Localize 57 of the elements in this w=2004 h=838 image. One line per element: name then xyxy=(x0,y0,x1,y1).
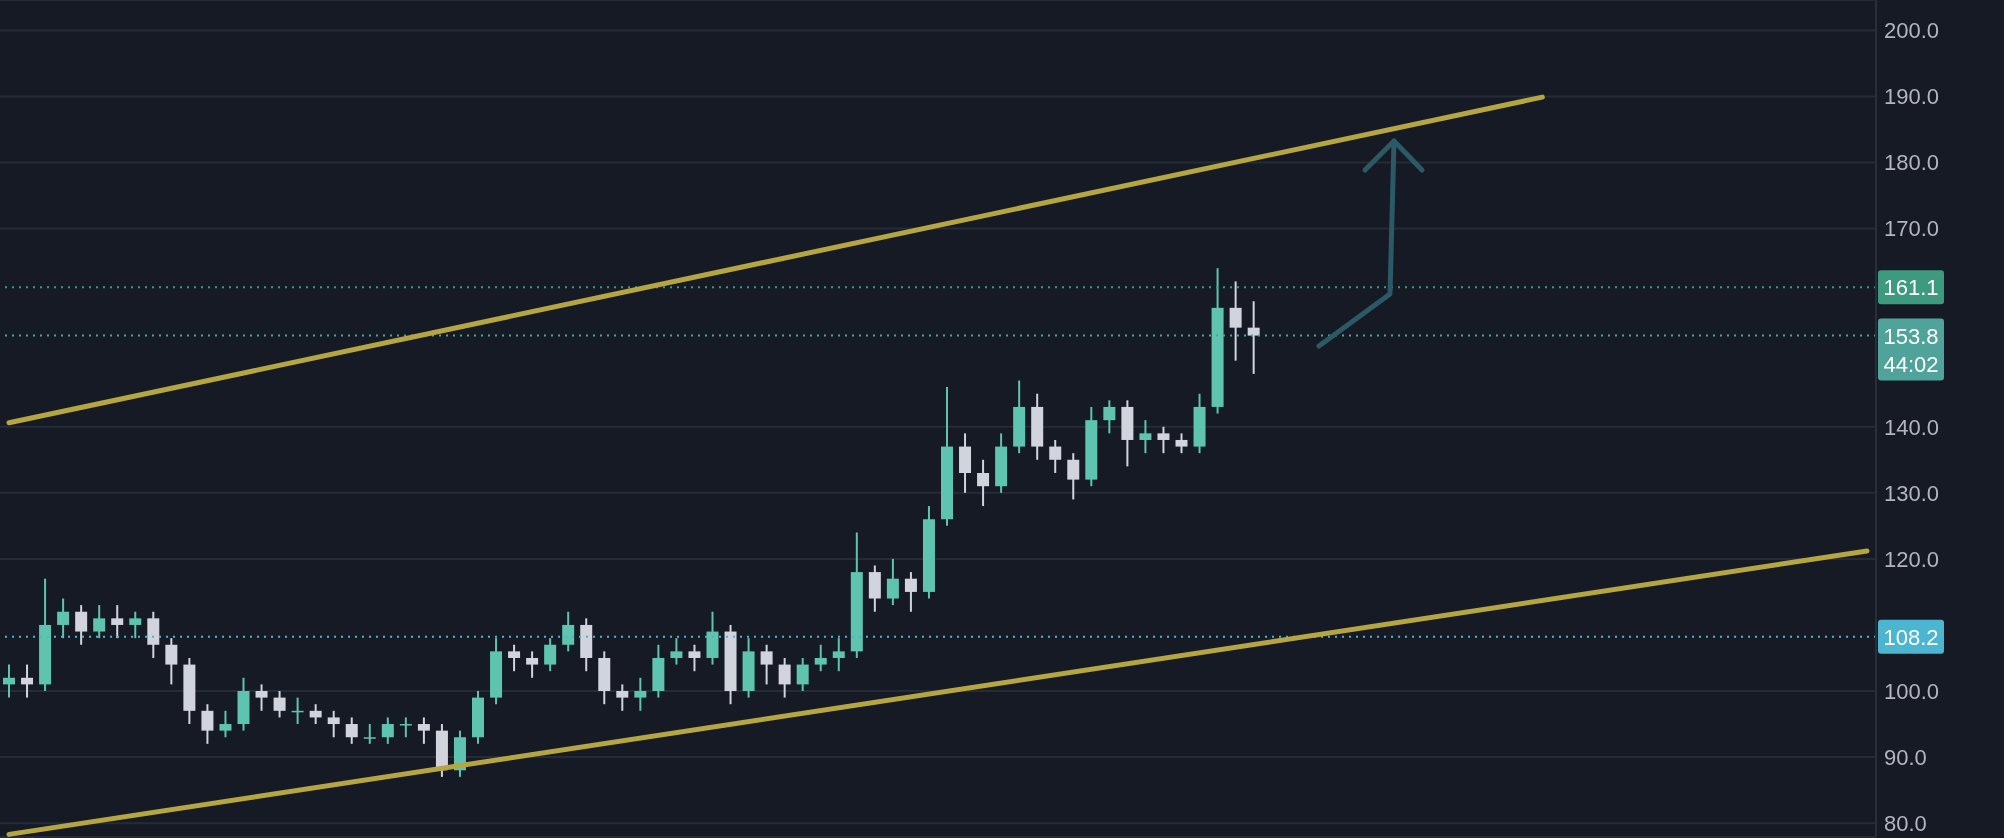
candlestick xyxy=(688,643,701,673)
ref-line-label: 108.2 xyxy=(1883,624,1939,650)
candlestick xyxy=(1229,280,1242,362)
candlestick xyxy=(634,676,647,712)
candlestick xyxy=(219,709,232,739)
candlestick xyxy=(616,683,629,712)
y-tick-label: 90.0 xyxy=(1884,744,1927,770)
candlestick xyxy=(3,663,15,699)
y-tick-label: 190.0 xyxy=(1884,84,1940,110)
y-tick-label: 200.0 xyxy=(1884,18,1940,44)
candlestick xyxy=(760,643,773,686)
candlestick xyxy=(75,604,88,646)
candlestick xyxy=(399,716,412,739)
y-tick-label: 170.0 xyxy=(1884,216,1940,242)
candlestick xyxy=(1139,419,1152,455)
candlestick xyxy=(327,709,340,739)
candlestick xyxy=(381,716,394,745)
candlestick xyxy=(562,610,575,653)
candlestick xyxy=(201,703,214,745)
ref-line-label: 161.1 xyxy=(1883,275,1939,301)
candlestick xyxy=(977,458,990,508)
ref-line-label: 153.8 xyxy=(1883,323,1939,349)
candlestick xyxy=(309,703,322,726)
candlestick xyxy=(832,637,845,673)
y-tick-label: 100.0 xyxy=(1884,678,1940,704)
candlestick xyxy=(1103,399,1116,435)
candlestick xyxy=(904,571,917,613)
candlestick xyxy=(111,604,124,640)
candlestick xyxy=(814,643,827,673)
y-tick-label: 80.0 xyxy=(1884,810,1927,836)
candlestick xyxy=(544,637,557,673)
candlestick xyxy=(165,637,178,686)
candlestick xyxy=(1067,452,1080,501)
candlestick xyxy=(886,557,899,607)
candlestick xyxy=(1049,438,1062,474)
candlestick xyxy=(273,690,286,719)
y-tick-label: 140.0 xyxy=(1884,414,1940,440)
candlestick xyxy=(1247,300,1260,375)
y-tick-label: 130.0 xyxy=(1884,480,1940,506)
candlestick xyxy=(796,656,809,692)
y-tick-label: 120.0 xyxy=(1884,546,1940,572)
text: 44:02 xyxy=(1883,351,1939,377)
y-tick-label: 180.0 xyxy=(1884,150,1940,176)
candlestick xyxy=(417,716,430,745)
candlestick xyxy=(526,650,539,679)
candlestick xyxy=(508,643,521,673)
candlestick xyxy=(255,683,268,712)
candlestick xyxy=(363,723,376,745)
candlestick xyxy=(778,656,791,699)
candlestick xyxy=(21,663,34,699)
candlestick xyxy=(670,637,683,666)
candlestick xyxy=(1157,425,1170,455)
candlestick xyxy=(93,604,106,640)
candlestick xyxy=(1175,432,1188,455)
candlestick xyxy=(129,610,142,640)
candlestick xyxy=(57,597,70,640)
candlestick xyxy=(345,716,358,745)
